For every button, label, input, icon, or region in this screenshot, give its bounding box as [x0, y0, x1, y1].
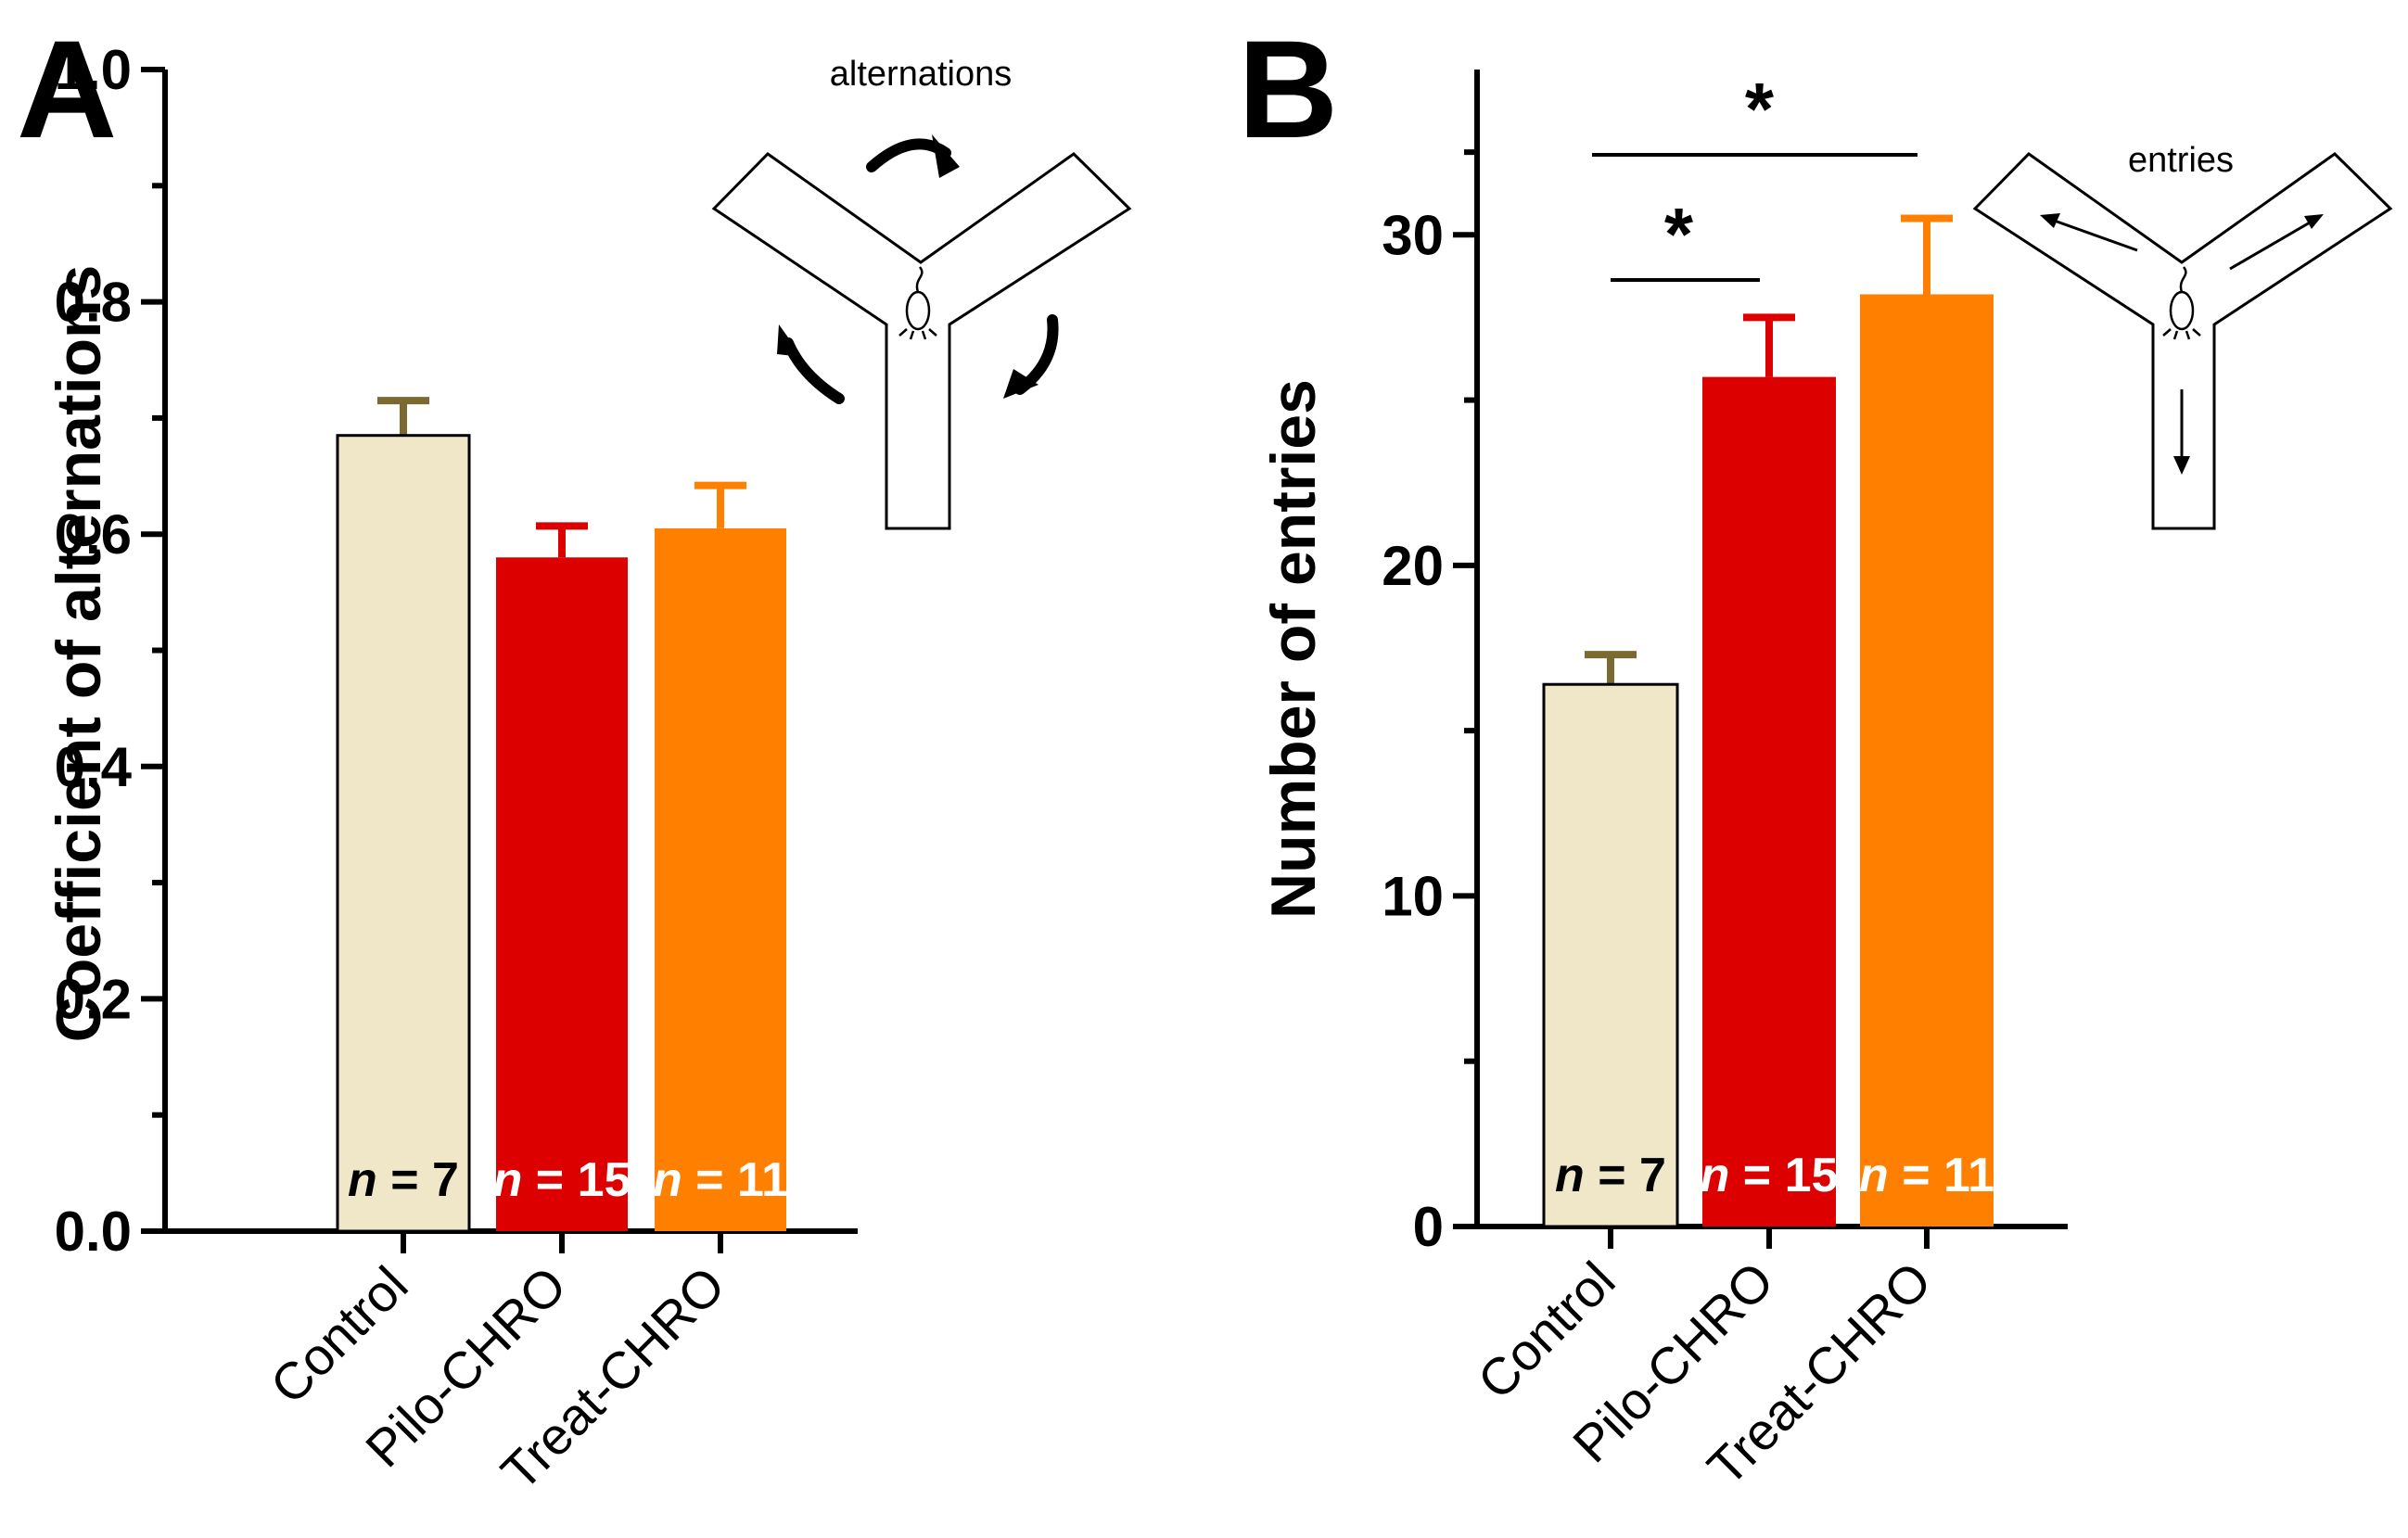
bar-control	[1542, 682, 1679, 1228]
n-label-control: n = 7	[348, 1153, 459, 1207]
inset-label-entries: entries	[2128, 141, 2234, 180]
n-label-value: = 7	[377, 1153, 459, 1207]
n-label-value: = 15	[1729, 1149, 1838, 1202]
y-maze-outline	[711, 152, 1132, 530]
y-maze-outline-b	[1972, 152, 2393, 530]
direction-arrows	[2048, 217, 2317, 464]
n-label-italic: n	[1859, 1149, 1889, 1202]
panel-b-y-axis-title: Number of entries	[1258, 379, 1329, 919]
y-tick-label: 0.0	[55, 1201, 132, 1263]
y-maze-alternations-diagram: alternations	[711, 55, 1132, 530]
y-tick-label: 20	[1382, 535, 1444, 597]
bar-control	[336, 434, 471, 1233]
mouse-icon-b	[2162, 266, 2201, 340]
n-label-italic: n	[348, 1153, 377, 1207]
n-label-treat-chro: n = 11	[1859, 1149, 1994, 1202]
n-label-italic: n	[1555, 1149, 1585, 1202]
y-tick-label: 0.2	[55, 968, 132, 1030]
category-label-control: Control	[1466, 1251, 1625, 1410]
y-tick-label: 0.8	[55, 272, 132, 334]
y-tick-label: 0	[1413, 1196, 1444, 1258]
n-label-pilo-chro: n = 15	[1701, 1149, 1839, 1202]
y-maze-entries-diagram: entries	[1972, 141, 2393, 530]
arrow-heads	[777, 134, 1038, 399]
n-label-pilo-chro: n = 15	[493, 1153, 631, 1207]
mouse-icon	[898, 266, 937, 340]
bar-pilo-chro	[496, 557, 628, 1231]
y-tick-label: 30	[1382, 204, 1444, 266]
significance-star: *	[1664, 193, 1694, 275]
y-tick-label: 0.4	[55, 736, 133, 798]
significance-star: *	[1745, 68, 1775, 150]
n-label-value: = 11	[682, 1153, 788, 1207]
y-tick-label: 0.6	[55, 503, 132, 566]
bar-treat-chro	[1860, 294, 1994, 1227]
n-label-control: n = 7	[1555, 1149, 1666, 1202]
y-tick-label: 10	[1382, 865, 1444, 927]
n-label-italic: n	[653, 1153, 682, 1207]
panel-letter-a: A	[17, 11, 117, 167]
n-label-value: = 15	[522, 1153, 631, 1207]
n-label-italic: n	[1701, 1149, 1730, 1202]
y-tick-label: 1.0	[55, 39, 132, 101]
bar-treat-chro	[655, 527, 786, 1231]
n-label-value: = 11	[1889, 1149, 1994, 1202]
inset-label-alternations: alternations	[830, 55, 1012, 94]
n-label-treat-chro: n = 11	[653, 1153, 788, 1207]
bar-pilo-chro	[1702, 376, 1836, 1227]
direction-arrow-heads	[2040, 213, 2324, 475]
panel-letter-b: B	[1238, 11, 1338, 167]
category-label-control: Control	[259, 1255, 418, 1415]
n-label-italic: n	[493, 1153, 523, 1207]
panel-a-y-axis-title: Coefficient of alternations	[44, 265, 114, 1043]
n-label-value: = 7	[1585, 1149, 1666, 1202]
